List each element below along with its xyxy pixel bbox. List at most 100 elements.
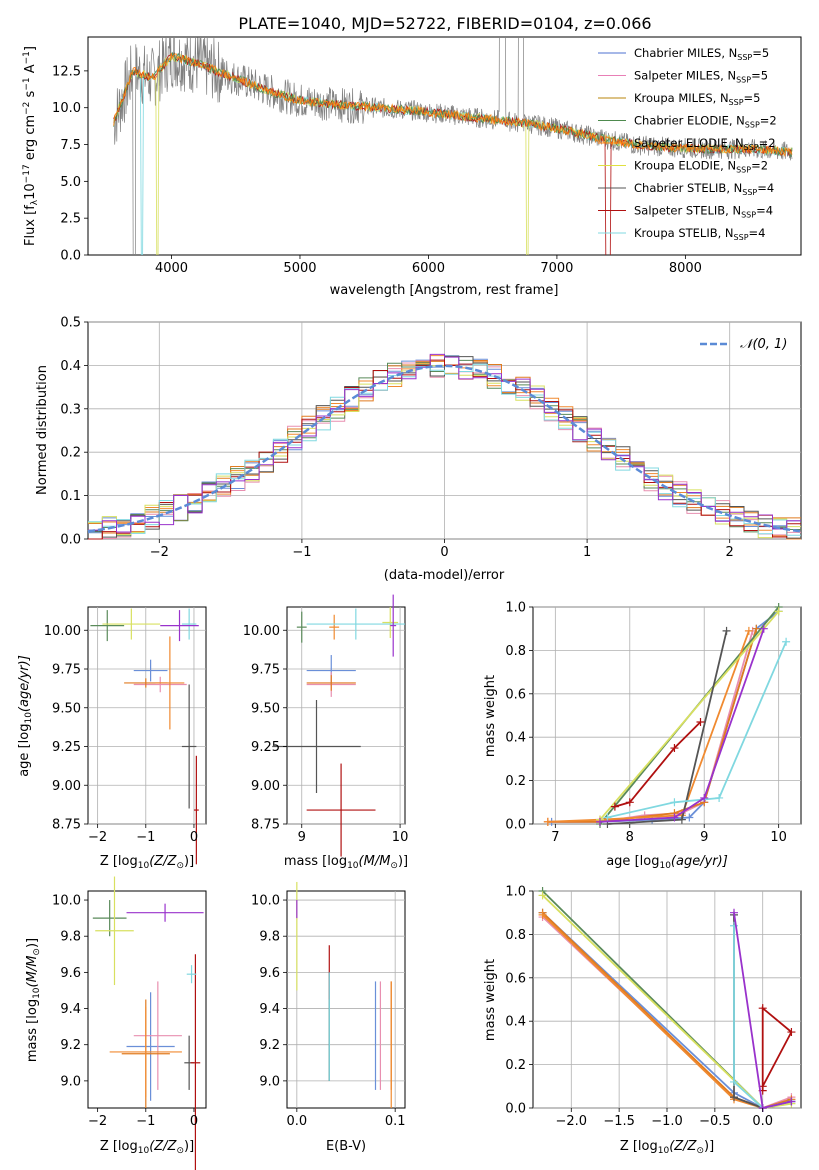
legend-label: Kroupa STELIB, NSSP=4 <box>634 226 765 242</box>
residual-y-ticks: 0.0 0.1 0.2 0.3 0.4 0.5 <box>60 316 88 548</box>
y-tick-label: 9.6 <box>259 966 280 981</box>
age-vs-mass-panel: 9 10 8.75 9.00 9.25 9.50 9.75 10.00 mass [log1… <box>243 594 409 871</box>
x-tick-label: 0 <box>190 1114 198 1129</box>
residual-y-label: Normed distribution <box>35 365 50 495</box>
mw-age-axes-frame <box>532 606 802 825</box>
plus-marker <box>758 1004 767 1013</box>
legend-label: Salpeter ELODIE, NSSP=2 <box>634 136 776 152</box>
mass-weight-line <box>761 1006 793 1091</box>
plus-marker <box>774 607 783 616</box>
mass-z-y-ticks: 9.0 9.2 9.4 9.6 9.8 10.0 <box>52 894 88 1089</box>
y-tick-label: 10.00 <box>44 624 81 639</box>
y-tick-label: 0.0 <box>60 249 81 264</box>
mw-age-y-label: mass weight <box>483 675 498 757</box>
spectrum-x-ticks: 4000 5000 6000 7000 8000 <box>155 255 702 276</box>
y-tick-label: 9.75 <box>251 663 280 678</box>
plus-marker <box>538 891 547 900</box>
mass-z-x-ticks: −2 −1 0 <box>88 1108 198 1129</box>
residual-panel: −2 −1 0 1 2 0.0 0.1 0.2 0.3 0.4 0.5 (data-model)/… <box>35 316 802 583</box>
y-tick-label: 10.0 <box>52 101 81 116</box>
legend-label: Chabrier ELODIE, NSSP=2 <box>634 114 777 130</box>
mass-weight-line <box>547 630 750 823</box>
y-tick-label: 0.4 <box>60 359 81 374</box>
y-tick-label: 10.00 <box>243 624 280 639</box>
plus-marker <box>715 793 724 802</box>
spectrum-data <box>113 37 793 255</box>
y-tick-label: 9.4 <box>259 1002 280 1017</box>
legend-label: Kroupa ELODIE, NSSP=2 <box>634 159 768 175</box>
age-mass-x-label: mass [log10(M/M⊙)] <box>284 854 408 871</box>
y-tick-label: 10.0 <box>52 894 81 909</box>
plus-marker <box>538 910 547 919</box>
x-tick-label: −1.0 <box>651 1114 683 1129</box>
mass-weight-line <box>607 641 787 819</box>
model-spectrum-line <box>113 51 793 255</box>
x-tick-label: 0.1 <box>385 1114 406 1129</box>
y-tick-label: 0.0 <box>505 1102 526 1117</box>
plus-marker <box>722 626 731 635</box>
mass-ebv-x-ticks: 0.0 0.1 <box>286 1108 406 1129</box>
residual-x-ticks: −2 −1 0 1 2 <box>150 539 734 560</box>
mw-age-x-ticks: 7 8 9 10 <box>551 824 787 845</box>
y-tick-label: 2.5 <box>60 212 81 227</box>
x-tick-label: 7000 <box>540 261 573 276</box>
y-tick-label: 9.25 <box>251 740 280 755</box>
plus-marker <box>759 624 768 633</box>
spectrum-panel: 4000 5000 6000 7000 8000 0.0 2.5 5.0 7.5 10.0 12.… <box>22 36 802 298</box>
y-tick-label: 8.75 <box>52 818 81 833</box>
mass-vs-ebv-panel: 0.0 0.1 9.0 9.2 9.4 9.6 9.8 10.0 E(B-V) <box>251 881 406 1154</box>
x-tick-label: −1.5 <box>603 1114 635 1129</box>
y-tick-label: 9.2 <box>60 1038 81 1053</box>
massweight-vs-age-panel: 7 8 9 10 0.0 0.2 0.4 0.6 0.8 1.0 age [log10(age/… <box>483 601 802 871</box>
normal-distribution-curve <box>87 364 802 533</box>
residual-data <box>87 353 802 540</box>
plus-marker <box>596 817 604 826</box>
x-tick-label: 9 <box>298 830 306 845</box>
y-tick-label: 9.25 <box>52 740 81 755</box>
x-tick-label: 10 <box>392 830 409 845</box>
age-mass-y-ticks: 8.75 9.00 9.25 9.50 9.75 10.00 <box>243 624 287 833</box>
y-tick-label: 1.0 <box>505 601 526 616</box>
mw-age-data <box>543 603 791 828</box>
plus-marker <box>744 626 753 635</box>
residual-x-label: (data-model)/error <box>384 568 505 583</box>
y-tick-label: 0.8 <box>505 644 526 659</box>
y-tick-label: 0.6 <box>505 971 526 986</box>
massweight-vs-metallicity-panel: −2.0 −1.5 −1.0 −0.5 0.0 0.0 0.2 0.4 0.6 0.8 1.0 Z… <box>483 885 802 1156</box>
x-tick-label: −2 <box>88 1114 107 1129</box>
x-tick-label: −1 <box>136 830 155 845</box>
x-tick-label: −0.5 <box>699 1114 731 1129</box>
mass-ebv-axes-frame <box>286 890 406 1109</box>
age-vs-metallicity-panel: −2 −1 0 8.75 9.00 9.25 9.50 9.75 10.00 Z [log10… <box>17 606 207 871</box>
age-z-x-ticks: −2 −1 0 <box>88 824 198 845</box>
mw-z-y-ticks: 0.0 0.2 0.4 0.6 0.8 1.0 <box>505 885 533 1117</box>
y-tick-label: 12.5 <box>52 64 81 79</box>
observed-spectrum-line <box>113 37 793 255</box>
legend-label: Salpeter MILES, NSSP=5 <box>634 69 768 85</box>
x-tick-label: 2 <box>726 545 734 560</box>
y-tick-label: 8.75 <box>251 818 280 833</box>
plus-marker <box>700 793 709 802</box>
mw-age-x-label: age [log10(age/yr)] <box>606 854 728 871</box>
plus-marker <box>696 718 705 727</box>
x-tick-label: −1 <box>136 1114 155 1129</box>
x-tick-label: 5000 <box>283 261 316 276</box>
legend-label: Kroupa MILES, NSSP=5 <box>634 91 760 107</box>
legend-label: Salpeter STELIB, NSSP=4 <box>634 204 773 220</box>
mass-weight-line <box>599 610 780 821</box>
spectrum-x-label: wavelength [Angstrom, rest frame] <box>330 283 559 298</box>
mw-z-y-label: mass weight <box>483 959 498 1041</box>
plus-marker <box>787 1097 796 1106</box>
y-tick-label: 0.3 <box>60 402 81 417</box>
y-tick-label: 9.8 <box>259 930 280 945</box>
mass-ebv-data <box>296 881 392 1108</box>
x-tick-label: 8000 <box>669 261 702 276</box>
age-z-axes-frame <box>87 606 207 825</box>
age-z-data <box>90 608 199 865</box>
y-tick-label: 0.0 <box>60 533 81 548</box>
y-tick-label: 5.0 <box>60 175 81 190</box>
plus-marker <box>543 817 552 826</box>
mass-z-x-label: Z [log10(Z/Z⊙)] <box>100 1139 194 1156</box>
y-tick-label: 9.2 <box>259 1038 280 1053</box>
